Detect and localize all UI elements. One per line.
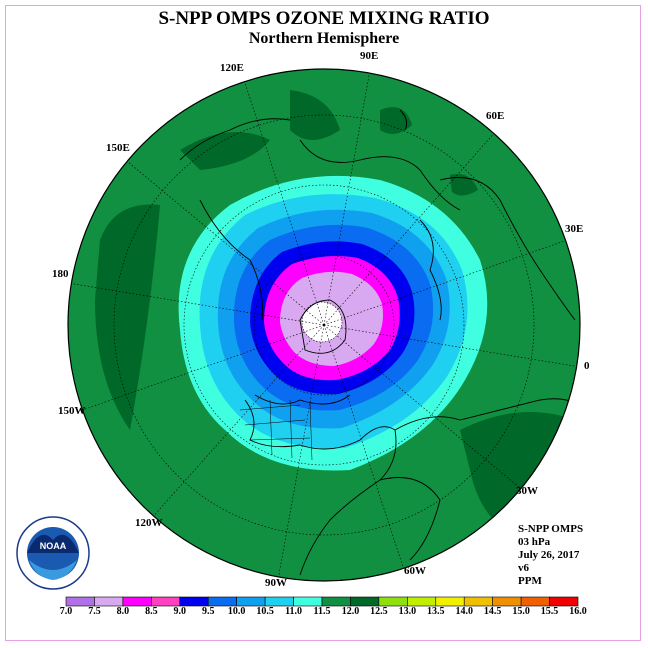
colorbar-segment <box>435 596 465 607</box>
lon-label-30e: 30E <box>565 223 584 235</box>
field-12-patch <box>450 174 478 196</box>
units-label: PPM <box>518 575 542 587</box>
colorbar-segment <box>94 596 124 607</box>
lon-label-60w: 60W <box>404 565 426 577</box>
svg-text:NOAA: NOAA <box>40 541 67 551</box>
colorbar-tick-label: 11.5 <box>313 606 331 617</box>
colorbar-segment <box>122 596 152 607</box>
colorbar-tick-label: 15.0 <box>512 606 530 617</box>
colorbar-segment <box>207 596 237 607</box>
map-subtitle: Northern Hemisphere <box>248 30 400 47</box>
colorbar-tick-label: 8.0 <box>116 606 130 617</box>
lon-label-90w: 90W <box>265 577 287 589</box>
colorbar-tick-label: 8.5 <box>145 606 158 617</box>
colorbar-tick-label: 13.0 <box>398 606 417 617</box>
field-12-patch <box>460 412 575 540</box>
colorbar-segment <box>350 596 380 607</box>
figure-frame <box>5 5 641 641</box>
colorbar-tick-label: 9.0 <box>173 606 187 617</box>
colorbar-tick-label: 14.0 <box>455 606 473 617</box>
colorbar-tick-label: 15.5 <box>540 606 559 617</box>
colorbar-tick-label: 12.0 <box>341 606 360 617</box>
lon-label-60e: 60E <box>486 110 505 122</box>
lon-label-0: 0 <box>584 360 590 372</box>
colorbar-segment <box>463 596 493 607</box>
colorbar-segment <box>378 596 408 607</box>
coastlines <box>179 109 580 576</box>
field-12-patch <box>380 107 412 134</box>
lon-label-120e: 120E <box>220 62 244 74</box>
map-boundary <box>67 68 581 582</box>
colorbar-tick-label: 7.0 <box>59 606 73 617</box>
colorbar-segment <box>549 596 579 607</box>
colorbar-tick-label: 14.5 <box>483 606 502 617</box>
colorbar-segment <box>492 596 522 607</box>
lon-label-180: 180 <box>52 268 69 280</box>
state-borders <box>239 399 313 461</box>
colorbar-tick-label: 7.5 <box>88 606 101 617</box>
colorbar-segment <box>236 596 266 607</box>
colorbar-tick-label: 9.5 <box>201 606 215 617</box>
colorbar-segment <box>321 596 351 607</box>
field-12-patch <box>180 132 270 170</box>
map-title: S-NPP OMPS OZONE MIXING RATIO <box>158 8 490 29</box>
noaa-logo: NOAA <box>16 516 90 590</box>
lon-label-30w: 30W <box>516 485 538 497</box>
date-label: July 26, 2017 <box>518 549 580 561</box>
colorbar-tick-label: 12.5 <box>370 606 388 617</box>
lon-label-90e: 90E <box>360 50 379 62</box>
colorbar-segment <box>179 596 209 607</box>
lon-label-150w: 150W <box>58 405 86 417</box>
lon-label-120w: 120W <box>135 517 163 529</box>
colorbar-tick-label: 13.5 <box>427 606 445 617</box>
colorbar-segment <box>407 596 437 607</box>
colorbar-segment <box>65 596 95 607</box>
graticule <box>68 69 580 581</box>
colorbar-segment <box>520 596 550 607</box>
pressure-label: 03 hPa <box>518 536 551 548</box>
colorbar-tick-label: 16.0 <box>569 606 587 617</box>
field-12-patch <box>95 204 160 430</box>
instrument-label: S-NPP OMPS <box>518 523 584 535</box>
info-block: S-NPP OMPS 03 hPa July 26, 2017 v6 PPM <box>518 523 583 588</box>
colorbar-tick-label: 11.0 <box>285 606 303 617</box>
colorbar-segment <box>151 596 181 607</box>
colorbar-segment <box>293 596 323 607</box>
colorbar-segment <box>264 596 294 607</box>
colorbar-tick-label: 10.0 <box>227 606 246 617</box>
lon-label-150e: 150E <box>106 142 130 154</box>
version-label: v6 <box>518 562 529 574</box>
colorbar-tick-label: 10.5 <box>256 606 274 617</box>
